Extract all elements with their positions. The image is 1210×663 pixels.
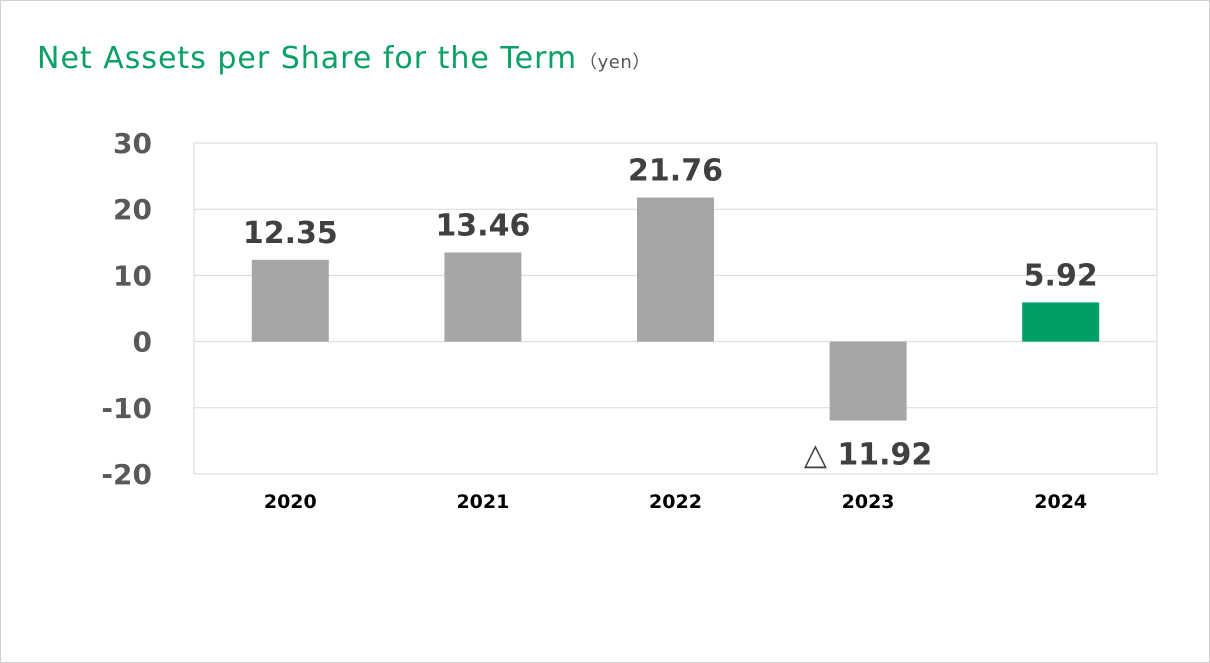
x-tick-label: 2021 — [456, 491, 509, 513]
x-tick-label: 2020 — [264, 491, 317, 513]
data-label: 12.35 — [243, 216, 338, 251]
y-tick-label: 30 — [113, 127, 152, 160]
chart-title-text: Net Assets per Share for the Term — [37, 41, 578, 76]
data-label: 21.76 — [628, 154, 723, 189]
bar — [637, 197, 714, 342]
y-tick-label: 10 — [113, 259, 152, 292]
y-tick-label: 20 — [113, 193, 152, 226]
y-tick-label: -10 — [101, 392, 152, 425]
chart-unit: （yen） — [579, 52, 651, 73]
bar — [829, 341, 907, 421]
x-tick-label: 2022 — [649, 491, 702, 513]
chart-title: Net Assets per Share for the Term （yen） — [37, 41, 651, 76]
bar — [444, 252, 522, 342]
y-tick-label: -20 — [101, 458, 152, 491]
data-label: △ 11.92 — [804, 438, 932, 473]
bar — [1022, 302, 1100, 342]
data-label: 13.46 — [435, 208, 530, 243]
x-tick-label: 2024 — [1034, 491, 1087, 513]
x-tick-label: 2023 — [842, 491, 895, 513]
y-tick-label: 0 — [133, 326, 152, 359]
bar — [251, 259, 329, 342]
data-label: 5.92 — [1024, 258, 1098, 293]
